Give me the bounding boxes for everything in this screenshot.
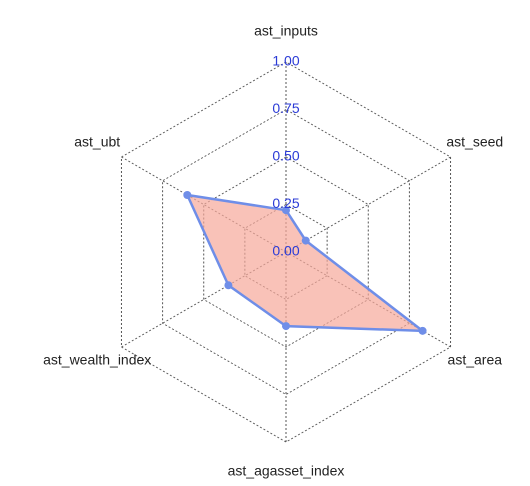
data-area [185, 193, 427, 333]
grid-ring [162, 108, 410, 396]
grid-ring [244, 203, 328, 301]
grid-ring [203, 156, 369, 348]
r-tick-label: 0.50 [272, 148, 299, 164]
category-label: ast_ubt [74, 134, 120, 150]
data-point [418, 326, 427, 335]
data-point [282, 322, 290, 331]
category-label: ast_seed [446, 134, 503, 150]
data-point [282, 206, 290, 215]
category-label: ast_inputs [254, 23, 318, 39]
grid-ring [120, 61, 452, 443]
category-label: ast_area [448, 352, 503, 368]
r-tick-label: 0.75 [272, 100, 299, 116]
category-label: ast_wealth_index [43, 352, 151, 368]
data-point [224, 281, 233, 290]
category-label: ast_agasset_index [228, 463, 345, 479]
data-point [183, 191, 192, 199]
r-tick-label: 0.00 [272, 243, 299, 259]
r-tick-label: 1.00 [272, 53, 299, 69]
r-tick-label: 0.25 [272, 195, 299, 211]
data-point [301, 236, 310, 245]
